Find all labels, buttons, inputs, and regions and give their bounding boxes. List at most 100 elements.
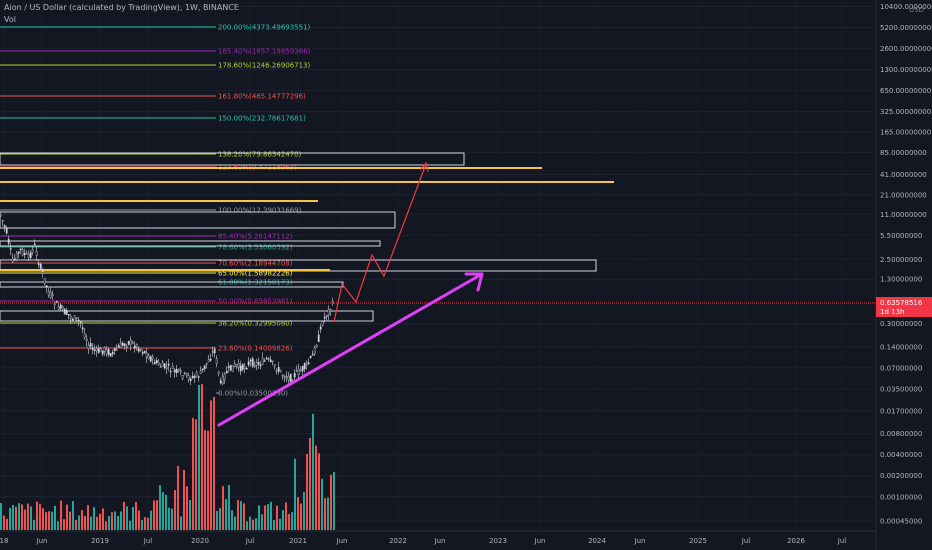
volume-bar bbox=[111, 512, 113, 530]
fib-label: 85.40%(5.26147112) bbox=[218, 233, 293, 241]
y-tick-label: 650.00000000 bbox=[880, 87, 931, 95]
volume-bar bbox=[174, 489, 176, 530]
candle-body bbox=[247, 361, 250, 366]
candle-body bbox=[319, 326, 322, 330]
countdown-text: 1d 13h bbox=[880, 308, 904, 316]
volume-bar bbox=[129, 520, 131, 530]
candle-body bbox=[241, 363, 244, 370]
volume-bar bbox=[57, 521, 59, 530]
candle-body bbox=[103, 347, 106, 352]
volume-bar bbox=[261, 514, 263, 530]
y-tick-label: 0.00200000 bbox=[880, 472, 922, 480]
candle-body bbox=[143, 350, 146, 354]
fib-label: 100.00%(12.39031669) bbox=[218, 207, 302, 215]
y-tick-label: 5200.00000000 bbox=[880, 24, 932, 32]
volume-bar bbox=[330, 474, 332, 530]
candle-body bbox=[51, 294, 54, 296]
candle-body bbox=[331, 300, 334, 304]
volume-bar bbox=[237, 500, 239, 530]
volume-bar bbox=[81, 510, 83, 530]
volume-bar bbox=[0, 503, 2, 530]
volume-bar bbox=[228, 485, 230, 530]
candle-body bbox=[213, 349, 216, 354]
candle-body bbox=[45, 285, 48, 287]
candle-body bbox=[297, 368, 300, 375]
volume-bar bbox=[291, 512, 293, 530]
fib-label: 50.00%(0.65853981) bbox=[218, 298, 293, 306]
candle-body bbox=[131, 342, 134, 344]
volume-bar bbox=[147, 517, 149, 530]
x-tick-label: Jun bbox=[534, 537, 546, 545]
candle-body bbox=[159, 366, 162, 368]
candle-body bbox=[187, 375, 190, 380]
volume-bar bbox=[138, 510, 140, 530]
projection-path bbox=[333, 163, 427, 323]
x-tick-label: Jul bbox=[837, 537, 847, 545]
candle-body bbox=[127, 341, 130, 345]
candle-body bbox=[313, 347, 316, 354]
candle-body bbox=[185, 373, 188, 376]
volume-bar bbox=[192, 417, 194, 530]
volume-bar bbox=[306, 453, 308, 530]
candle-body bbox=[233, 363, 236, 367]
candle-body bbox=[135, 344, 138, 347]
candle-body bbox=[171, 365, 174, 369]
candle-body bbox=[271, 360, 274, 363]
candle-body bbox=[191, 375, 194, 378]
candle-body bbox=[139, 349, 142, 351]
price-axis[interactable]: 10400.00000000 5200.00000000 2600.00000000… bbox=[875, 0, 932, 550]
candle-body bbox=[113, 348, 116, 351]
x-tick-label: 2025 bbox=[689, 537, 707, 545]
candle-body bbox=[303, 363, 306, 370]
candle-body bbox=[13, 258, 16, 260]
candle-body bbox=[133, 345, 136, 349]
drawings bbox=[217, 161, 484, 427]
volume-bar bbox=[186, 486, 188, 530]
candle-body bbox=[39, 263, 42, 269]
candle-body bbox=[141, 352, 144, 354]
volume-bar bbox=[312, 413, 314, 530]
x-tick-label: 2026 bbox=[787, 537, 805, 545]
candle-body bbox=[277, 366, 280, 372]
volume-bar bbox=[300, 503, 302, 530]
time-axis[interactable]: 18 Jun 2019 Jul 2020 Jul 2021 Jun 2022 Jun 2023 Jun… bbox=[0, 530, 876, 545]
candle-body bbox=[177, 368, 180, 372]
volume-bar bbox=[120, 511, 122, 530]
volume-bar bbox=[48, 511, 50, 530]
volume-bar bbox=[75, 519, 77, 530]
fib-label: 65.00%(1.58982226) bbox=[218, 270, 293, 278]
candle-body bbox=[95, 348, 98, 352]
projection-arrowhead bbox=[419, 161, 429, 173]
candle-body bbox=[149, 356, 152, 362]
candle-body bbox=[287, 375, 290, 381]
candle-body bbox=[61, 306, 64, 310]
candle-body bbox=[99, 348, 102, 352]
volume-bar bbox=[327, 497, 329, 530]
candle-body bbox=[183, 372, 186, 374]
candle-body bbox=[179, 370, 182, 373]
candle-body bbox=[71, 318, 74, 321]
candle-body bbox=[43, 277, 46, 284]
candle-body bbox=[225, 370, 228, 374]
candle-body bbox=[255, 362, 258, 366]
volume-bar bbox=[246, 521, 248, 530]
x-tick-label: Jul bbox=[143, 537, 153, 545]
candle-body bbox=[125, 345, 128, 348]
candle-body bbox=[219, 380, 222, 384]
volume-bar bbox=[249, 516, 251, 530]
candle-body bbox=[249, 359, 252, 362]
volume-bar bbox=[102, 508, 104, 530]
candle-body bbox=[295, 370, 298, 372]
y-tick-label: 2.50000000 bbox=[880, 256, 922, 264]
volume-bar bbox=[42, 508, 44, 530]
y-tick-label: 0.30000000 bbox=[880, 320, 922, 328]
candle-body bbox=[3, 225, 6, 228]
candle-body bbox=[193, 376, 196, 379]
volume-bar bbox=[72, 501, 74, 530]
candle-body bbox=[0, 214, 2, 217]
candle-body bbox=[121, 343, 124, 346]
candle-body bbox=[29, 252, 32, 258]
candle-body bbox=[289, 373, 292, 383]
candle-body bbox=[75, 317, 78, 319]
